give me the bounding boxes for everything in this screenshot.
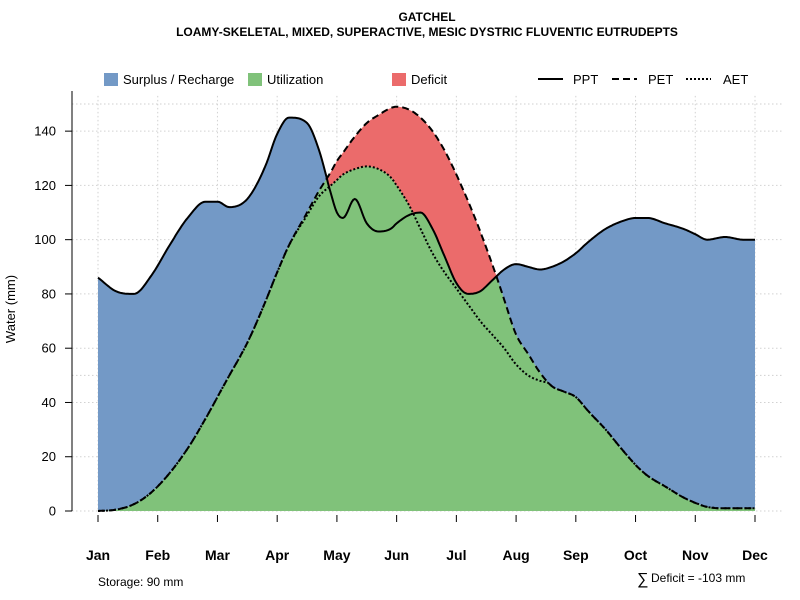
legend-label: AET [723, 72, 748, 87]
legend: Surplus / Recharge Utilization Deficit PPT P… [104, 72, 748, 87]
deficit-total-label: Deficit = -103 mm [651, 571, 745, 585]
y-tick-label: 80 [42, 286, 56, 301]
x-tick-label: Sep [563, 547, 589, 563]
x-tick-label: Nov [682, 547, 709, 563]
x-tick-label: Jun [384, 547, 409, 563]
y-tick-label: 120 [34, 178, 56, 193]
legend-swatch [248, 73, 262, 86]
y-tick-label: 0 [49, 504, 56, 519]
legend-swatch [104, 73, 118, 86]
y-tick-label: 100 [34, 232, 56, 247]
legend-label: PET [648, 72, 673, 87]
legend-label: PPT [573, 72, 598, 87]
x-tick-label: Jul [446, 547, 466, 563]
sum-symbol: ∑ [637, 571, 648, 588]
line-aet [97, 165, 755, 512]
y-tick-label: 40 [42, 395, 56, 410]
chart-title: GATCHEL [398, 10, 455, 24]
y-axis-label: Water (mm) [3, 275, 18, 343]
line-ppt [97, 116, 755, 295]
areas-layer [98, 106, 755, 511]
lines-layer [97, 105, 755, 512]
area-utilization [98, 166, 755, 511]
storage-label: Storage: 90 mm [98, 575, 183, 589]
x-tick-label: May [323, 547, 350, 563]
area-utilization-upper [98, 166, 755, 511]
area-surplus-recharge [98, 106, 755, 511]
x-tick-label: Dec [742, 547, 768, 563]
y-tick-label: 20 [42, 449, 56, 464]
x-tick-label: Aug [502, 547, 529, 563]
legend-swatch [392, 73, 406, 86]
y-tick-label: 60 [42, 341, 56, 356]
chart-subtitle: LOAMY-SKELETAL, MIXED, SUPERACTIVE, MESI… [176, 25, 678, 39]
area-deficit [98, 106, 755, 294]
axes: 0 20 40 60 80 100 120 140 Jan Feb Mar Apr May Jun Jul A… [34, 91, 768, 563]
x-tick-label: Feb [145, 547, 170, 563]
x-tick-label: Jan [86, 547, 110, 563]
x-tick-label: Mar [205, 547, 230, 563]
legend-label: Deficit [411, 72, 448, 87]
y-tick-label: 140 [34, 124, 56, 139]
x-tick-label: Oct [624, 547, 648, 563]
legend-label: Surplus / Recharge [123, 72, 234, 87]
legend-label: Utilization [267, 72, 323, 87]
x-tick-label: Apr [265, 547, 290, 563]
